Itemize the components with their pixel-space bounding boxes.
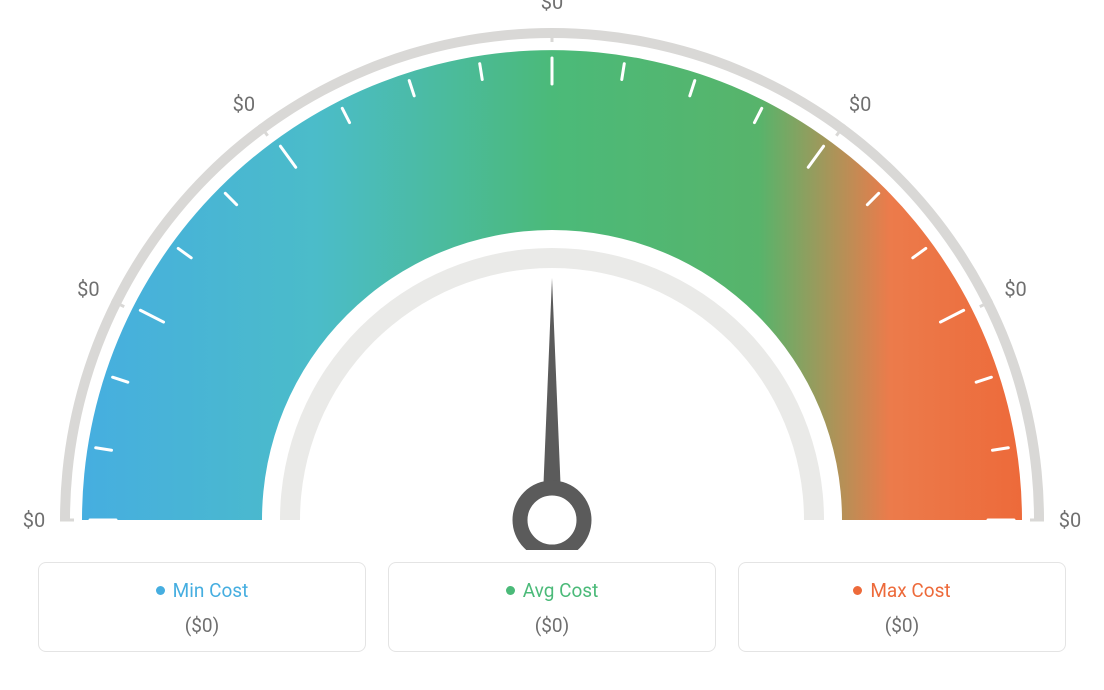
tick-label: $0 bbox=[1004, 277, 1026, 301]
gauge-cost-chart: $0 $0 $0 $0 $0 $0 $0 Min Cost ($0) Avg Cost ($… bbox=[0, 0, 1104, 690]
legend-row: Min Cost ($0) Avg Cost ($0) Max Cost ($0… bbox=[30, 562, 1074, 652]
legend-dot-max bbox=[853, 586, 862, 595]
legend-title-min: Min Cost bbox=[156, 579, 249, 602]
legend-card-max: Max Cost ($0) bbox=[738, 562, 1066, 652]
needle-hub bbox=[520, 488, 584, 550]
legend-label-max: Max Cost bbox=[870, 579, 950, 602]
legend-title-max: Max Cost bbox=[853, 579, 950, 602]
tick-label: $0 bbox=[1059, 508, 1081, 532]
legend-label-avg: Avg Cost bbox=[523, 579, 599, 602]
legend-value-max: ($0) bbox=[751, 614, 1053, 637]
legend-value-avg: ($0) bbox=[401, 614, 703, 637]
tick-label: $0 bbox=[541, 0, 563, 14]
tick-label: $0 bbox=[23, 508, 45, 532]
tick-label: $0 bbox=[849, 92, 871, 116]
gauge-svg bbox=[30, 20, 1074, 550]
legend-card-avg: Avg Cost ($0) bbox=[388, 562, 716, 652]
legend-dot-avg bbox=[506, 586, 515, 595]
gauge: $0$0$0$0$0$0$0 bbox=[30, 20, 1074, 550]
legend-label-min: Min Cost bbox=[173, 579, 249, 602]
legend-value-min: ($0) bbox=[51, 614, 353, 637]
legend-title-avg: Avg Cost bbox=[506, 579, 599, 602]
legend-dot-min bbox=[156, 586, 165, 595]
tick-label: $0 bbox=[233, 92, 255, 116]
tick-label: $0 bbox=[77, 277, 99, 301]
legend-card-min: Min Cost ($0) bbox=[38, 562, 366, 652]
